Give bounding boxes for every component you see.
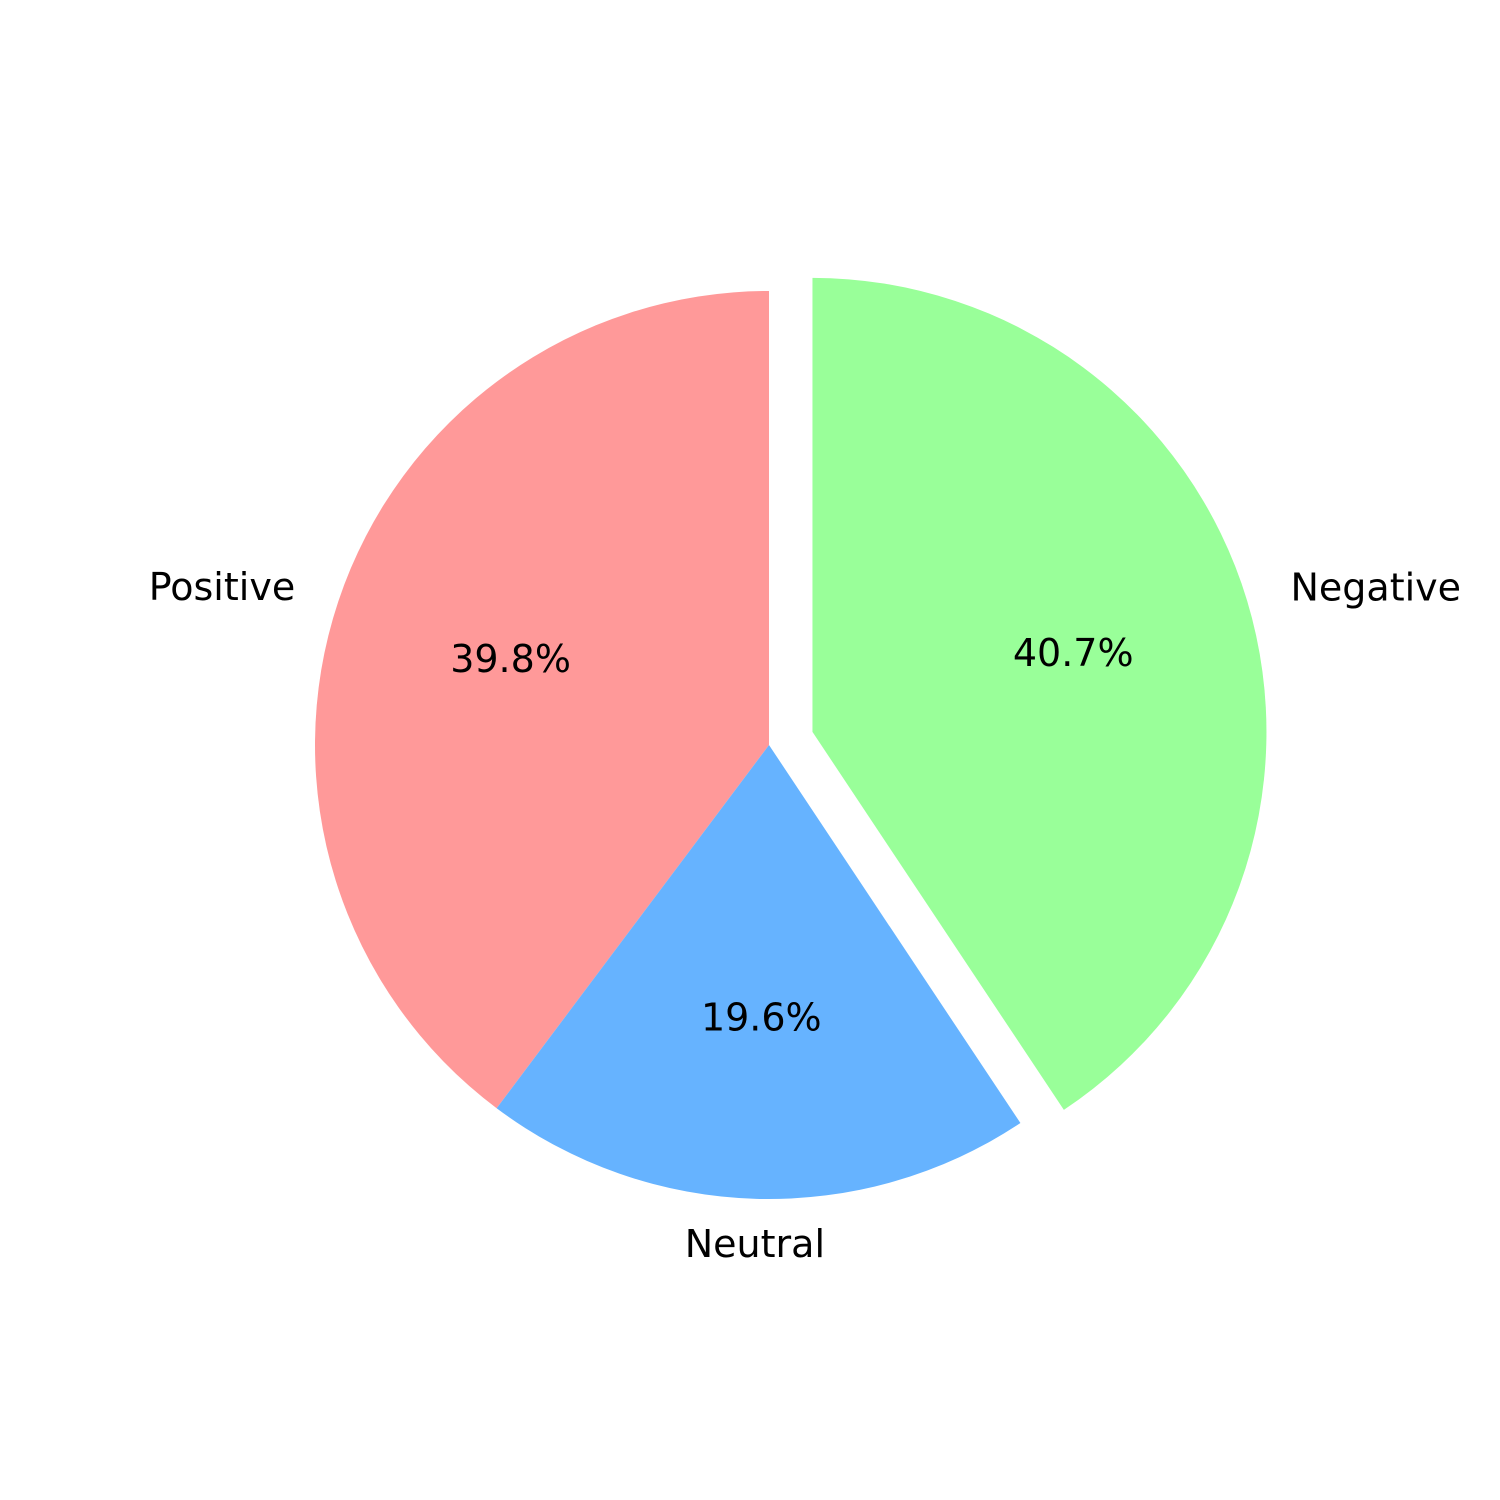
percent-label-neutral: 19.6%	[701, 995, 822, 1039]
pie-slices	[314, 277, 1267, 1199]
pie-labels: Positive 39.8% Neutral 19.6% Negative 40.7%	[149, 565, 1461, 1266]
percent-label-negative: 40.7%	[1013, 631, 1134, 675]
slice-label-positive: Positive	[149, 565, 296, 609]
pie-slice-neutral	[496, 745, 1021, 1199]
slice-label-negative: Negative	[1291, 565, 1462, 609]
percent-label-positive: 39.8%	[450, 637, 571, 681]
pie-slice-negative	[812, 277, 1267, 1110]
slice-label-neutral: Neutral	[685, 1222, 825, 1266]
pie-slice-positive	[314, 291, 769, 1109]
